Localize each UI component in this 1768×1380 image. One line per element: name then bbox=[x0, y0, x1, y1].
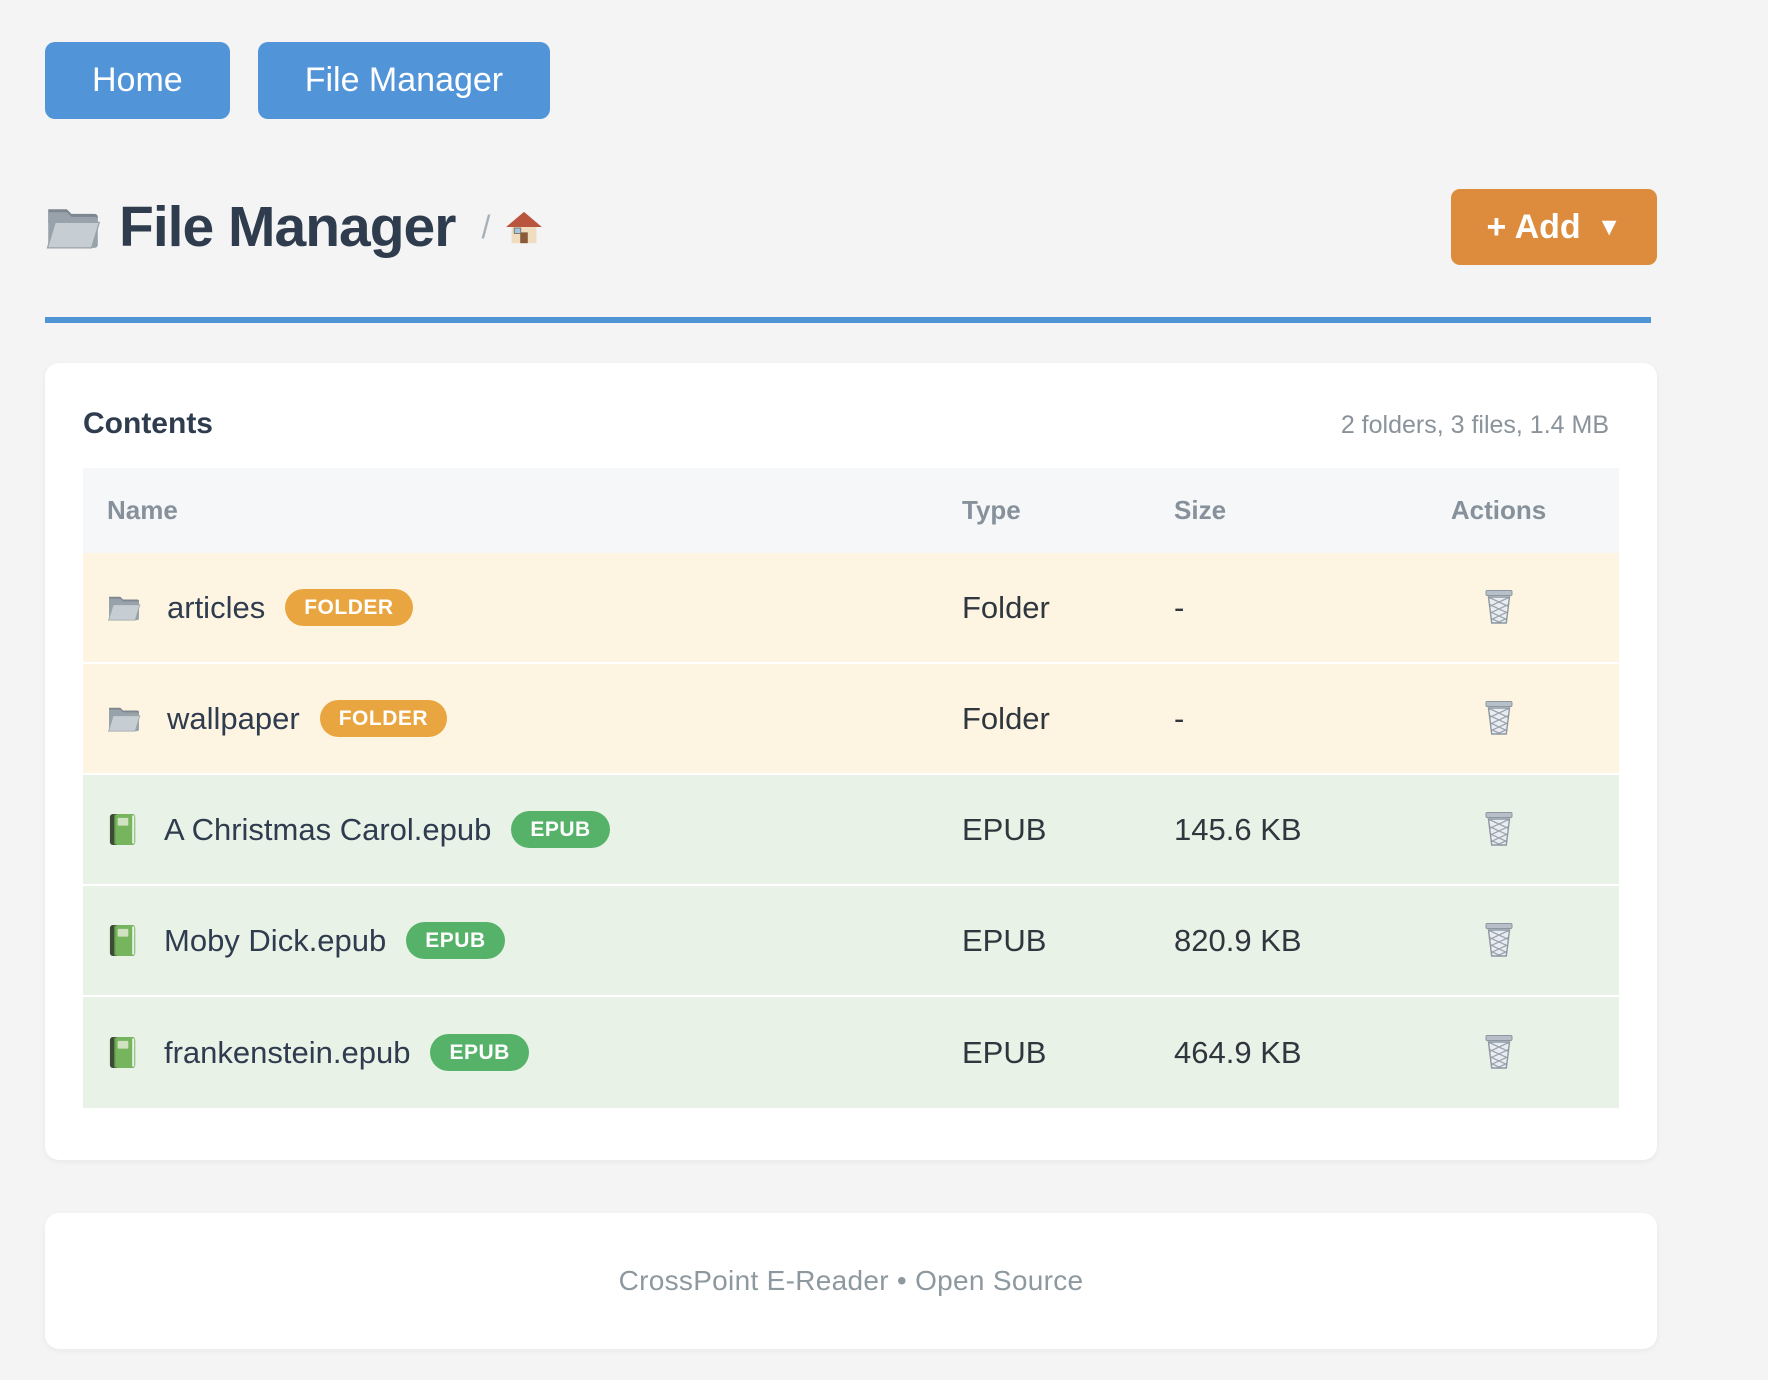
add-button-label: + Add bbox=[1486, 207, 1581, 246]
file-type: EPUB bbox=[962, 922, 1047, 958]
breadcrumb: / bbox=[481, 209, 544, 246]
type-badge: FOLDER bbox=[285, 589, 413, 626]
delete-button[interactable] bbox=[1478, 696, 1520, 741]
trash-icon bbox=[1482, 589, 1516, 626]
table-row[interactable]: Moby Dick.epub EPUB EPUB 820.9 KB bbox=[83, 886, 1619, 997]
contents-summary: 2 folders, 3 files, 1.4 MB bbox=[1340, 411, 1609, 439]
footer-card: CrossPoint E-Reader • Open Source bbox=[45, 1213, 1657, 1349]
contents-heading: Contents bbox=[83, 407, 213, 440]
column-header-type: Type bbox=[962, 495, 1021, 525]
folder-icon bbox=[107, 593, 141, 622]
page-title: File Manager bbox=[119, 195, 456, 259]
folder-icon bbox=[45, 203, 101, 251]
folder-icon bbox=[107, 704, 141, 733]
title-divider bbox=[45, 317, 1651, 323]
book-icon bbox=[107, 813, 138, 846]
file-type: Folder bbox=[962, 700, 1050, 736]
column-header-size: Size bbox=[1174, 495, 1227, 525]
table-header-row: Name Type Size Actions bbox=[83, 468, 1619, 553]
file-table: Name Type Size Actions articles FOLDER F… bbox=[83, 468, 1619, 1108]
file-manager-button[interactable]: File Manager bbox=[257, 42, 551, 119]
top-nav: Home File Manager bbox=[45, 0, 1657, 119]
trash-icon bbox=[1482, 922, 1516, 959]
file-name[interactable]: Moby Dick.epub bbox=[164, 922, 387, 958]
type-badge: EPUB bbox=[511, 811, 610, 848]
book-icon bbox=[107, 924, 138, 957]
file-size: - bbox=[1174, 700, 1185, 736]
file-size: 464.9 KB bbox=[1174, 1034, 1302, 1070]
breadcrumb-separator: / bbox=[481, 208, 491, 245]
type-badge: EPUB bbox=[430, 1034, 529, 1071]
table-row[interactable]: A Christmas Carol.epub EPUB EPUB 145.6 K… bbox=[83, 775, 1619, 886]
footer-text: CrossPoint E-Reader • Open Source bbox=[618, 1265, 1084, 1296]
home-button[interactable]: Home bbox=[45, 42, 230, 119]
table-row[interactable]: articles FOLDER Folder - bbox=[83, 553, 1619, 664]
file-size: - bbox=[1174, 589, 1185, 625]
table-row[interactable]: wallpaper FOLDER Folder - bbox=[83, 664, 1619, 775]
file-size: 145.6 KB bbox=[1174, 811, 1302, 847]
page-header: File Manager / + Add ▼ bbox=[45, 189, 1657, 265]
trash-icon bbox=[1482, 700, 1516, 737]
contents-card: Contents 2 folders, 3 files, 1.4 MB Name… bbox=[45, 363, 1657, 1160]
trash-icon bbox=[1482, 811, 1516, 848]
file-name[interactable]: articles bbox=[167, 589, 266, 625]
trash-icon bbox=[1482, 1034, 1516, 1071]
file-size: 820.9 KB bbox=[1174, 922, 1302, 958]
delete-button[interactable] bbox=[1478, 807, 1520, 852]
chevron-down-icon: ▼ bbox=[1596, 212, 1622, 241]
file-type: Folder bbox=[962, 589, 1050, 625]
file-name[interactable]: A Christmas Carol.epub bbox=[164, 811, 492, 847]
file-type: EPUB bbox=[962, 1034, 1047, 1070]
delete-button[interactable] bbox=[1478, 585, 1520, 630]
file-name[interactable]: wallpaper bbox=[167, 700, 300, 736]
add-button[interactable]: + Add ▼ bbox=[1451, 189, 1657, 265]
type-badge: EPUB bbox=[406, 922, 505, 959]
column-header-name: Name bbox=[107, 495, 178, 525]
type-badge: FOLDER bbox=[319, 700, 448, 737]
column-header-actions: Actions bbox=[1450, 495, 1547, 525]
house-icon[interactable] bbox=[504, 210, 544, 245]
page-container: Home File Manager File Manager / + Add ▼… bbox=[45, 0, 1657, 1349]
delete-button[interactable] bbox=[1478, 1030, 1520, 1075]
file-type: EPUB bbox=[962, 811, 1047, 847]
file-name[interactable]: frankenstein.epub bbox=[164, 1034, 411, 1070]
table-row[interactable]: frankenstein.epub EPUB EPUB 464.9 KB bbox=[83, 997, 1619, 1108]
delete-button[interactable] bbox=[1478, 918, 1520, 963]
book-icon bbox=[107, 1036, 138, 1069]
